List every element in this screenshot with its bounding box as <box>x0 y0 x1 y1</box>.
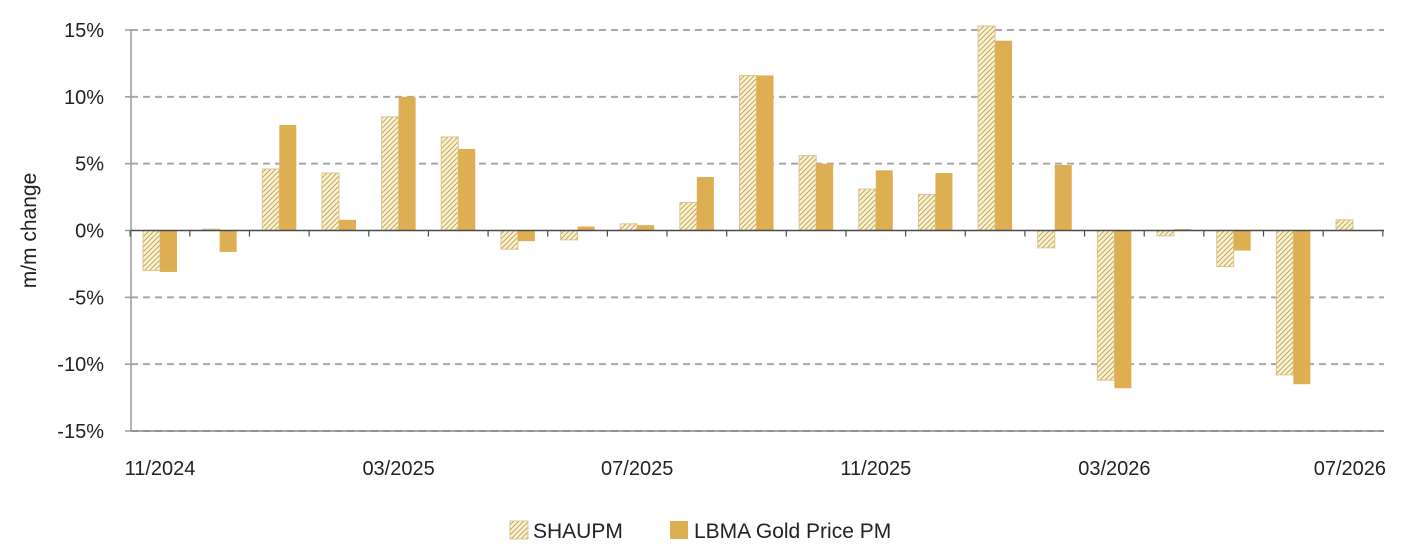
bar-shaupm-10-2025 <box>798 155 817 231</box>
x-tick-label-07-2026: 07/2026 <box>1314 458 1386 480</box>
bar-shaupm-11-2024 <box>142 230 161 272</box>
bar-lbma-08-2025 <box>696 177 714 231</box>
bar-shaupm-12-2025 <box>917 193 936 232</box>
legend-label-shaupm: SHAUPM <box>533 520 623 543</box>
x-tick-label-03-2026: 03/2026 <box>1078 458 1150 480</box>
bar-lbma-04-2025 <box>458 148 476 231</box>
axes <box>125 29 1384 432</box>
bar-lbma-10-2025 <box>816 163 834 231</box>
bar-shaupm-03-2025 <box>381 116 400 231</box>
x-tick-label-11-2024: 11/2024 <box>125 458 196 480</box>
bar-lbma-02-2025 <box>338 219 356 231</box>
bar-shaupm-04-2026 <box>1156 230 1175 237</box>
bar-shaupm-08-2025 <box>679 201 698 231</box>
bar-lbma-12-2025 <box>935 173 953 231</box>
bar-lbma-12-2024 <box>219 230 237 252</box>
x-tick-label-11-2025: 11/2025 <box>840 458 911 480</box>
bar-lbma-11-2024 <box>160 230 177 272</box>
y-axis-title: m/m change <box>18 173 41 289</box>
bar-lbma-09-2025 <box>756 75 774 231</box>
bar-shaupm-05-2025 <box>500 230 519 250</box>
y-tick-label: -5% <box>68 287 104 309</box>
bar-shaupm-04-2025 <box>440 136 459 231</box>
legend-swatch-shaupm <box>509 520 529 540</box>
bar-lbma-11-2025 <box>875 170 893 231</box>
bars <box>142 25 1354 389</box>
axis-labels: 15% 10% 5% 0% -5% -10% -15% 11/2024 03/2025 07/20… <box>57 20 1386 480</box>
bar-shaupm-09-2025 <box>739 74 757 231</box>
bar-lbma-06-2026 <box>1293 230 1311 385</box>
y-tick-label: 15% <box>64 20 104 42</box>
bar-lbma-01-2026 <box>995 40 1013 231</box>
bar-lbma-03-2025 <box>398 96 416 231</box>
y-tick-label: 0% <box>75 221 104 243</box>
bar-shaupm-02-2026 <box>1037 230 1056 249</box>
bar-shaupm-02-2025 <box>321 172 340 231</box>
x-tick-label-03-2025: 03/2025 <box>362 458 434 480</box>
y-tick-label: -10% <box>57 354 104 376</box>
bar-lbma-07-2025 <box>637 225 655 231</box>
legend-swatch-lbma <box>670 521 688 539</box>
legend: SHAUPM LBMA Gold Price PM <box>509 520 891 543</box>
bar-shaupm-03-2026 <box>1096 230 1115 381</box>
y-tick-label: 5% <box>75 154 104 176</box>
bar-shaupm-07-2026 <box>1335 219 1354 232</box>
bar-lbma-02-2026 <box>1054 165 1072 231</box>
bar-lbma-01-2025 <box>279 124 297 231</box>
bar-shaupm-01-2026 <box>977 25 996 231</box>
bar-shaupm-06-2025 <box>560 230 579 241</box>
y-tick-label: -15% <box>57 421 104 443</box>
y-tick-label: 10% <box>64 87 104 109</box>
bar-lbma-05-2025 <box>517 230 535 242</box>
bar-shaupm-01-2025 <box>261 168 280 232</box>
bar-lbma-03-2026 <box>1114 230 1132 389</box>
bar-shaupm-06-2026 <box>1275 230 1294 376</box>
bar-shaupm-11-2025 <box>858 188 877 232</box>
bar-shaupm-05-2026 <box>1216 230 1235 268</box>
x-tick-label-07-2025: 07/2025 <box>601 458 673 480</box>
bar-shaupm-07-2025 <box>619 223 638 231</box>
bar-lbma-05-2026 <box>1233 230 1251 251</box>
legend-label-lbma: LBMA Gold Price PM <box>694 520 891 543</box>
bar-lbma-06-2025 <box>577 226 595 231</box>
